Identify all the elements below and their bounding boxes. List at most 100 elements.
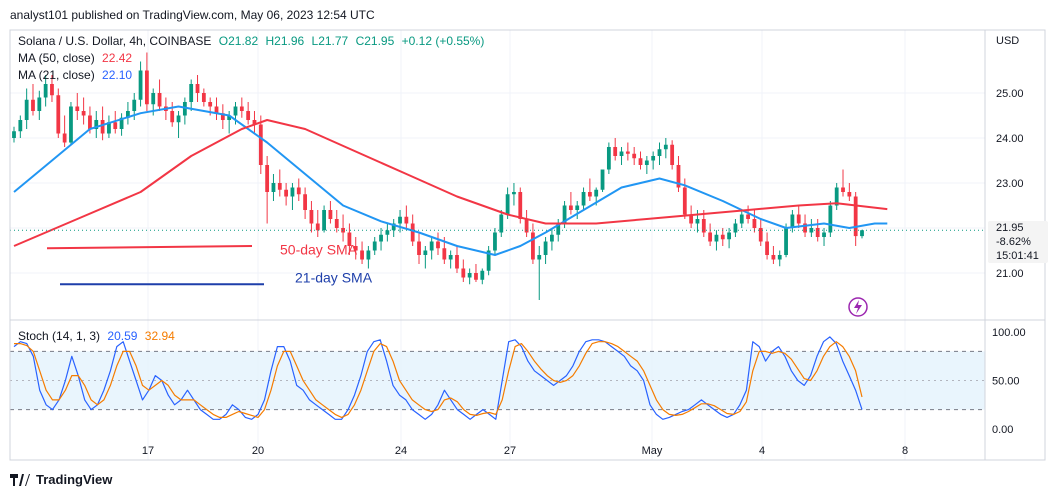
candle-body — [315, 223, 320, 231]
candle-body — [385, 230, 390, 235]
candle-body — [81, 111, 86, 116]
candle-body — [828, 205, 833, 233]
candle-body — [758, 228, 763, 242]
candle-body — [600, 169, 605, 190]
candle-body — [119, 117, 124, 129]
candle-body — [531, 232, 535, 260]
candle-body — [341, 228, 345, 233]
candle-body — [701, 219, 706, 233]
tradingview-icon — [10, 473, 30, 486]
candle-body — [448, 255, 453, 260]
candle-body — [638, 158, 643, 165]
candle-body — [214, 106, 219, 114]
candle-body — [62, 133, 67, 143]
candle-body — [353, 246, 358, 251]
candle-body — [271, 183, 276, 192]
time-tick-label: May — [642, 445, 663, 457]
change-value: +0.12 (+0.55%) — [401, 34, 485, 48]
candle-body — [31, 99, 35, 111]
candle-body — [252, 120, 257, 125]
candle-body — [208, 102, 213, 107]
candle-body — [543, 241, 548, 255]
candle-body — [107, 122, 111, 134]
candle-body — [746, 214, 750, 219]
candle-body — [670, 144, 675, 165]
open-value: O21.82 — [218, 34, 259, 48]
low-value: L21.77 — [311, 34, 349, 48]
time-tick-label: 20 — [252, 445, 264, 457]
candle-body — [815, 228, 820, 237]
candle-body — [480, 270, 485, 280]
candle-body — [847, 192, 852, 197]
candle-body — [233, 106, 238, 116]
stoch-legend: Stoch (14, 1, 3) 20.59 32.94 — [18, 329, 179, 343]
candle-body — [771, 255, 776, 260]
stoch-label: Stoch (14, 1, 3) — [18, 329, 101, 343]
candle-body — [195, 84, 200, 93]
candle-body — [834, 187, 839, 206]
time-tick-label: 17 — [142, 445, 154, 457]
candle-body — [410, 223, 415, 242]
price-box: 21.95 -8.62% 15:01:41 — [988, 221, 1048, 263]
candle-body — [227, 115, 232, 120]
candle-body — [505, 194, 510, 215]
candle-body — [423, 250, 428, 255]
candle-body — [379, 234, 383, 242]
candle-body — [518, 192, 523, 219]
candle-body — [739, 214, 744, 224]
candle-body — [12, 131, 16, 138]
candle-body — [581, 192, 586, 206]
candle-body — [176, 115, 181, 123]
price-tick-label: 23.00 — [996, 178, 1024, 190]
lightning-bolt — [854, 300, 862, 314]
legend-ma21-row: MA (21, close) 22.10 — [18, 68, 136, 82]
candle-body — [442, 248, 447, 260]
candle-body — [499, 214, 504, 233]
candle-body — [24, 99, 29, 120]
candle-body — [189, 84, 194, 102]
candle-body — [100, 120, 105, 134]
price-tick-label: 24.00 — [996, 133, 1024, 145]
candle-body — [752, 219, 757, 228]
brand-name: TradingView — [36, 472, 113, 487]
candle-body — [720, 234, 725, 240]
tradingview-logo: TradingView — [10, 472, 112, 487]
candle-body — [366, 250, 371, 260]
ma21-value: 22.10 — [102, 68, 133, 82]
candle-body — [138, 70, 143, 100]
candle-body — [512, 192, 516, 195]
candle-body — [290, 187, 295, 197]
high-value: H21.96 — [265, 34, 305, 48]
close-value: C21.95 — [355, 34, 395, 48]
candle-body — [644, 160, 649, 165]
candle-body — [398, 216, 402, 224]
candle-body — [474, 273, 478, 280]
candle-body — [246, 111, 251, 120]
price-tick-label: 25.00 — [996, 88, 1024, 100]
candle-body — [182, 102, 187, 116]
lightning-icon — [848, 297, 868, 317]
candle-body — [265, 165, 270, 192]
sma50-annotation-line — [46, 245, 253, 250]
time-tick-label: 27 — [504, 445, 516, 457]
candle-body — [733, 223, 738, 233]
axes: USD21.0022.0023.0024.0025.0017202427May4… — [9, 29, 1046, 461]
candle-body — [853, 196, 858, 237]
candle-body — [303, 194, 308, 210]
candle-body — [391, 223, 396, 231]
candle-body — [417, 241, 421, 255]
candle-body — [309, 210, 314, 224]
stoch-tick-label: 100.00 — [992, 327, 1026, 339]
candle-body — [126, 111, 130, 118]
legend-symbol-row: Solana / U.S. Dollar, 4h, COINBASE O21.8… — [18, 34, 488, 48]
candle-body — [436, 241, 440, 249]
candle-body — [296, 187, 301, 195]
candle-body — [50, 84, 54, 96]
candle-body — [37, 97, 42, 111]
candle-body — [695, 219, 700, 224]
sma50-annotation-text: 50-day SMA — [280, 241, 358, 257]
candle-body — [151, 93, 156, 105]
candle-body — [619, 151, 624, 156]
candle-body — [347, 232, 352, 246]
